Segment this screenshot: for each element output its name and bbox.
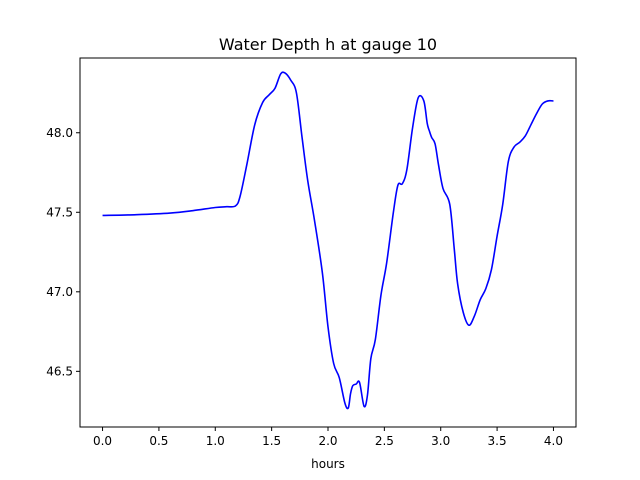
x-axis-label: hours: [311, 457, 345, 471]
x-axis: 0.0 0.5 1.0 1.5 2.0 2.5 3.0 3.5 4.0: [93, 427, 563, 448]
series-line: [102, 71, 554, 410]
series-layer: [102, 71, 554, 410]
y-tick-label: 46.5: [46, 364, 73, 378]
x-tick-label: 1.5: [262, 434, 281, 448]
x-tick-label: 1.0: [206, 434, 225, 448]
x-tick-label: 4.0: [544, 434, 563, 448]
y-axis: 46.5 47.0 47.5 48.0: [46, 126, 80, 378]
x-tick-label: 2.5: [375, 434, 394, 448]
x-tick-label: 0.0: [93, 434, 112, 448]
chart-title: Water Depth h at gauge 10: [219, 35, 437, 54]
plot-frame: [79, 57, 577, 428]
x-tick-label: 3.0: [431, 434, 450, 448]
y-tick-label: 47.0: [46, 285, 73, 299]
y-tick-label: 48.0: [46, 126, 73, 140]
y-tick-label: 47.5: [46, 205, 73, 219]
x-tick-label: 0.5: [149, 434, 168, 448]
x-tick-label: 3.5: [488, 434, 507, 448]
x-tick-label: 2.0: [318, 434, 337, 448]
